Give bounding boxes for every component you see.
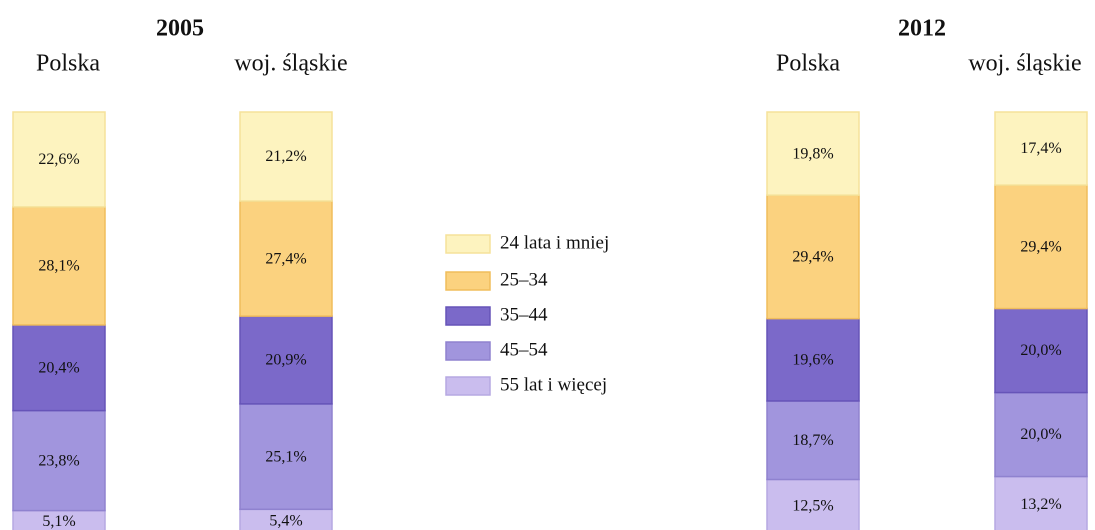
value-label: 22,6% bbox=[38, 151, 79, 168]
bar-segment bbox=[766, 194, 860, 320]
bar-segment bbox=[994, 391, 1088, 478]
legend-swatch bbox=[445, 234, 491, 254]
value-label: 29,4% bbox=[792, 249, 833, 266]
legend-label: 35–44 bbox=[500, 304, 548, 325]
category-label: woj. śląskie bbox=[234, 51, 347, 77]
bar-segment bbox=[12, 409, 106, 512]
value-label: 23,8% bbox=[38, 452, 79, 469]
value-label: 19,8% bbox=[792, 145, 833, 162]
value-label: 13,2% bbox=[1020, 496, 1061, 513]
value-label: 28,1% bbox=[38, 258, 79, 275]
bar-segment bbox=[239, 111, 333, 202]
category-label: woj. śląskie bbox=[968, 51, 1081, 77]
value-label: 21,2% bbox=[265, 148, 306, 165]
bar-segment bbox=[12, 111, 106, 208]
legend-label: 55 lat i więcej bbox=[500, 374, 607, 395]
bar-segment bbox=[994, 111, 1088, 186]
value-label: 5,1% bbox=[42, 513, 75, 530]
value-label: 25,1% bbox=[265, 448, 306, 465]
value-label: 27,4% bbox=[265, 250, 306, 267]
legend-swatch bbox=[445, 306, 491, 326]
value-label: 5,4% bbox=[269, 512, 302, 529]
bar-segment bbox=[12, 206, 106, 326]
bar-segment bbox=[766, 400, 860, 481]
bar-segment bbox=[994, 184, 1088, 310]
category-label: Polska bbox=[36, 51, 100, 77]
value-label: 20,9% bbox=[265, 352, 306, 369]
value-label: 20,4% bbox=[38, 359, 79, 376]
bar-segment bbox=[766, 111, 860, 196]
legend-swatch bbox=[445, 376, 491, 396]
legend-label: 45–54 bbox=[500, 339, 548, 360]
bar-segment bbox=[994, 307, 1088, 394]
value-label: 20,0% bbox=[1020, 342, 1061, 359]
category-label: Polska bbox=[776, 51, 840, 77]
value-label: 18,7% bbox=[792, 432, 833, 449]
value-label: 19,6% bbox=[792, 351, 833, 368]
value-label: 12,5% bbox=[792, 497, 833, 514]
bar-segment bbox=[12, 324, 106, 412]
bar-segment bbox=[239, 200, 333, 317]
legend-swatch bbox=[445, 341, 491, 361]
bar-segment bbox=[239, 315, 333, 405]
value-label: 29,4% bbox=[1020, 238, 1061, 255]
legend-label: 25–34 bbox=[500, 269, 548, 290]
value-label: 20,0% bbox=[1020, 426, 1061, 443]
legend-swatch bbox=[445, 271, 491, 291]
bar-segment bbox=[239, 403, 333, 511]
group-title: 2012 bbox=[898, 16, 946, 42]
bar-segment bbox=[994, 475, 1088, 530]
group-title: 2005 bbox=[156, 16, 204, 42]
bar-segment bbox=[766, 478, 860, 530]
value-label: 17,4% bbox=[1020, 140, 1061, 157]
legend-label: 24 lata i mniej bbox=[500, 232, 609, 253]
